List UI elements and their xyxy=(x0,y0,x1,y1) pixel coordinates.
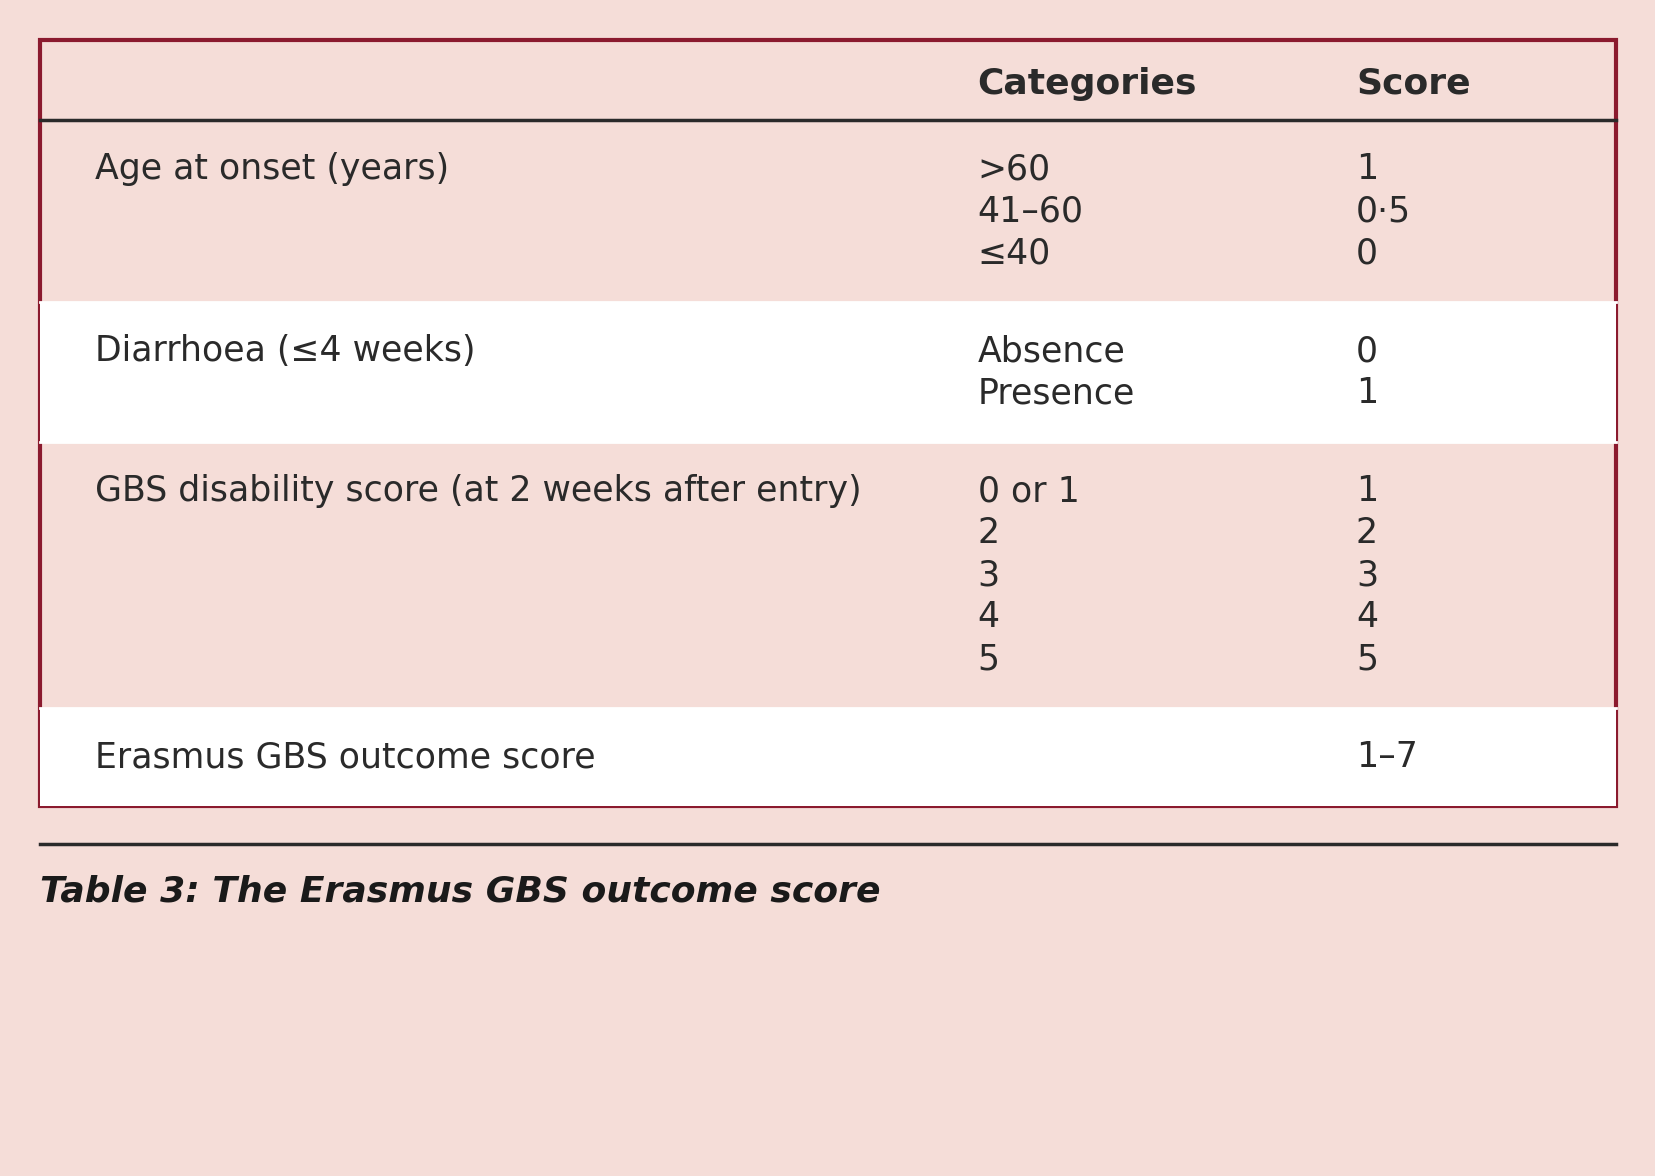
Text: 0: 0 xyxy=(1355,334,1377,368)
Text: Absence: Absence xyxy=(976,334,1125,368)
Text: Score: Score xyxy=(1355,67,1470,101)
Text: 5: 5 xyxy=(1355,642,1377,676)
Text: >60: >60 xyxy=(976,152,1051,186)
Text: 0·5: 0·5 xyxy=(1355,194,1410,228)
Text: 3: 3 xyxy=(1355,557,1377,592)
Text: ≤40: ≤40 xyxy=(976,236,1051,270)
Text: 1–7: 1–7 xyxy=(1355,740,1417,774)
Text: 0 or 1: 0 or 1 xyxy=(976,474,1079,508)
Bar xyxy=(40,302,1615,442)
Text: 5: 5 xyxy=(976,642,1000,676)
Text: 4: 4 xyxy=(976,600,1000,634)
Text: Age at onset (years): Age at onset (years) xyxy=(94,152,449,186)
Text: GBS disability score (at 2 weeks after entry): GBS disability score (at 2 weeks after e… xyxy=(94,474,861,508)
Text: 1: 1 xyxy=(1355,152,1377,186)
Bar xyxy=(40,708,1615,806)
Text: 1: 1 xyxy=(1355,474,1377,508)
Text: Diarrhoea (≤4 weeks): Diarrhoea (≤4 weeks) xyxy=(94,334,475,368)
Text: 4: 4 xyxy=(1355,600,1377,634)
Text: 2: 2 xyxy=(1355,516,1377,550)
Text: Erasmus GBS outcome score: Erasmus GBS outcome score xyxy=(94,740,596,774)
Text: Categories: Categories xyxy=(976,67,1197,101)
Text: 2: 2 xyxy=(976,516,1000,550)
Text: 3: 3 xyxy=(976,557,1000,592)
Text: Table 3: The Erasmus GBS outcome score: Table 3: The Erasmus GBS outcome score xyxy=(40,875,880,909)
Text: Presence: Presence xyxy=(976,376,1134,410)
Text: 0: 0 xyxy=(1355,236,1377,270)
Text: 41–60: 41–60 xyxy=(976,194,1082,228)
Text: 1: 1 xyxy=(1355,376,1377,410)
Bar xyxy=(40,40,1615,806)
